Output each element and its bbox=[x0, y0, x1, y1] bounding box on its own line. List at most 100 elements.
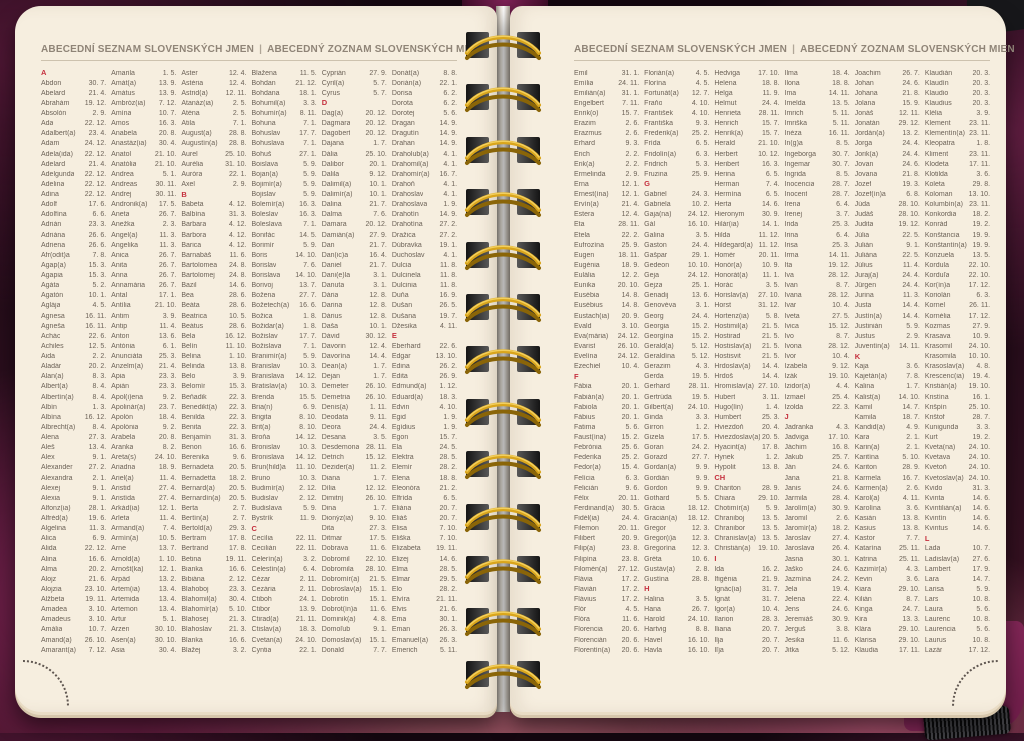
name-day-date: 19. 12. bbox=[828, 261, 850, 269]
spiral-ring bbox=[460, 185, 546, 219]
name-label: Gerda bbox=[644, 373, 664, 381]
name-day-entry: Kandid(a) 4. 9. bbox=[855, 422, 920, 432]
name-day-entry: Gerald(a) 5. 12. bbox=[644, 341, 709, 351]
name-day-date: 18. 7. bbox=[902, 413, 920, 421]
name-day-date: 1. 7. bbox=[373, 373, 387, 381]
name-day-date: 17. 8. bbox=[762, 444, 780, 452]
name-day-date: 1. 11. bbox=[369, 403, 387, 411]
name-label: Galina bbox=[644, 231, 665, 239]
name-day-date: 20. 5. bbox=[762, 434, 780, 442]
name-day-date: 14. 10. bbox=[898, 393, 920, 401]
name-day-entry: Klotilda 3. 6. bbox=[925, 169, 990, 179]
name-day-entry: Laurencia 5. 6. bbox=[925, 625, 990, 635]
name-day-entry: Jesika 11. 6. bbox=[785, 635, 850, 645]
name-label: Agneša bbox=[41, 322, 65, 330]
name-day-entry: Alexander 27. 2. bbox=[41, 463, 106, 473]
name-label: Elemír bbox=[391, 464, 413, 472]
name-day-entry: Adelina 22. 12. bbox=[41, 179, 106, 189]
name-day-entry: Bystrík 11. 9. bbox=[252, 514, 317, 524]
name-day-date: 27. 4. bbox=[832, 535, 850, 543]
name-day-entry: Havla 16. 10. bbox=[644, 645, 709, 655]
name-label: Jaromil bbox=[784, 515, 808, 523]
name-day-date: 20. 9. bbox=[621, 535, 640, 543]
name-label: Bohdana bbox=[251, 89, 280, 97]
name-label: Ivan bbox=[784, 282, 798, 290]
name-day-date: 22. 3. bbox=[832, 403, 850, 411]
name-label: Dominik(a) bbox=[321, 616, 356, 624]
name-day-entry: Boleslav 16. 3. bbox=[252, 210, 317, 220]
name-label: Aurel bbox=[181, 150, 198, 158]
name-day-date: 1. 10. bbox=[158, 555, 177, 563]
name-day-entry: Cyril(a) 5. 7. bbox=[322, 78, 387, 88]
name-day-date: 16. 3. bbox=[158, 120, 177, 128]
name-label: Chotimír(a) bbox=[714, 504, 750, 512]
name-day-date: 11. 5. bbox=[299, 69, 317, 77]
name-day-date: 17. 5. bbox=[369, 535, 387, 543]
name-day-date: 13. 4. bbox=[158, 606, 177, 614]
name-label: Hviezdoň bbox=[714, 423, 744, 431]
name-label: Eugen bbox=[574, 251, 595, 259]
name-day-entry: Enrik(o) 15. 7. bbox=[574, 109, 639, 119]
name-day-date: 1. 8. bbox=[303, 312, 317, 320]
name-label: Hostislav(a) bbox=[714, 342, 752, 350]
name-label: Bertram bbox=[181, 535, 207, 543]
name-label: Aleš bbox=[41, 444, 55, 452]
name-day-date: 9. 1. bbox=[92, 454, 107, 462]
name-column: Cyprián 27. 9. Cyril(a) 5. 7. Cyrus 5. 7. D Dag… bbox=[322, 68, 392, 656]
name-day-entry: Fridolín(a) 6. 3. bbox=[644, 149, 709, 159]
name-label: Imelda bbox=[784, 99, 806, 107]
name-day-date: 1. 9. bbox=[443, 413, 458, 421]
name-day-entry: Izolda 22. 3. bbox=[785, 402, 850, 412]
name-day-date: 14. 10. bbox=[295, 272, 317, 280]
name-label: Filipína bbox=[574, 555, 597, 563]
name-label: Jasna bbox=[784, 555, 804, 563]
name-day-date: 21. 10. bbox=[154, 150, 177, 158]
name-day-date: 3. 10. bbox=[88, 606, 107, 614]
name-day-date: 31. 7. bbox=[762, 585, 780, 593]
name-label: Jaško bbox=[784, 565, 803, 573]
name-day-date: 14. 11. bbox=[828, 89, 850, 97]
name-day-date: 15. 12. bbox=[365, 454, 387, 462]
name-day-date: 20. 8. bbox=[158, 130, 177, 138]
name-day-entry: Borislav 7. 6. bbox=[252, 260, 317, 270]
name-label: Hrdoš bbox=[714, 373, 734, 381]
name-day-entry: Krasomil 24. 10. bbox=[925, 341, 990, 351]
name-day-entry: Flór 4. 5. bbox=[574, 605, 639, 615]
name-label: Chiara bbox=[714, 494, 735, 502]
name-day-date: 19. 4. bbox=[972, 373, 991, 381]
name-day-entry: Ivona 28. 12. bbox=[785, 341, 850, 351]
name-day-entry: Beátus 28. 6. bbox=[181, 321, 246, 331]
name-day-date: 10. 1. bbox=[369, 180, 387, 188]
name-day-date: 19. 5. bbox=[691, 393, 710, 401]
name-day-date: 20. 2. bbox=[88, 363, 107, 371]
name-day-entry: Elma 28. 5. bbox=[392, 564, 457, 574]
name-day-date: 26. 11. bbox=[969, 302, 991, 310]
name-day-entry: Adriena 26. 6. bbox=[41, 240, 106, 250]
name-day-date: 3. 6. bbox=[906, 575, 920, 583]
name-day-date: 24. 4. bbox=[902, 140, 920, 148]
name-label: Kasius bbox=[854, 525, 876, 533]
name-label: Edina bbox=[391, 363, 410, 371]
name-day-date: 6. 8. bbox=[906, 191, 920, 199]
name-day-date: 4. 12. bbox=[229, 231, 247, 239]
name-day-date: 26. 10. bbox=[617, 342, 640, 350]
name-label: Damara bbox=[321, 221, 347, 229]
name-day-entry: Kvetava 24. 10. bbox=[925, 453, 990, 463]
name-label: Cyrus bbox=[321, 89, 340, 97]
name-label: Barbora bbox=[181, 231, 207, 239]
name-label: Dária bbox=[321, 292, 339, 300]
name-day-entry: Gordon 9. 9. bbox=[644, 483, 709, 493]
name-day-date: 14. 7. bbox=[972, 575, 991, 583]
name-day-date: 13. 2. bbox=[902, 130, 920, 138]
name-day-date: 16. 6. bbox=[229, 636, 247, 644]
name-day-entry: Jürgen 24. 4. bbox=[855, 281, 920, 291]
name-day-entry: Andrej 30. 11. bbox=[111, 190, 176, 200]
name-day-date: 18. 8. bbox=[762, 79, 780, 87]
name-day-date: 14. 4. bbox=[902, 302, 920, 310]
name-day-date: 17. 7. bbox=[299, 130, 317, 138]
name-column: Aster 12. 4. Astéria 12. 4. Astrid(a) 12. 11.… bbox=[181, 68, 251, 656]
name-day-date: 14. 9. bbox=[439, 130, 458, 138]
name-label: Chranislav(a) bbox=[714, 535, 756, 543]
name-day-entry: Benedikt(a) 22. 3. bbox=[181, 402, 246, 412]
name-day-entry: Budislav 2. 12. bbox=[252, 493, 317, 503]
